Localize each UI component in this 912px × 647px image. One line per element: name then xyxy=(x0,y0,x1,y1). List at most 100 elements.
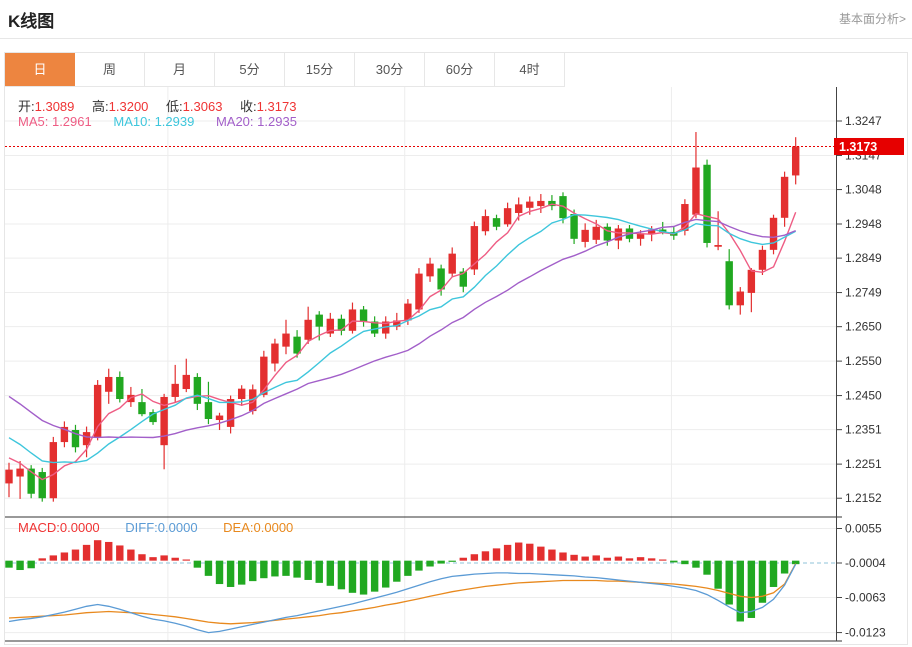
candle-body xyxy=(503,208,512,225)
macd-histogram-bar xyxy=(514,542,523,561)
macd-histogram-bar xyxy=(293,560,301,578)
macd-histogram-bar xyxy=(592,555,600,561)
price-tick-label: 1.2351 xyxy=(845,423,882,437)
candle-body xyxy=(570,214,578,239)
macd-histogram-bar xyxy=(670,560,678,563)
macd-histogram-bar xyxy=(581,556,589,561)
candle-body xyxy=(337,318,346,331)
price-tick-label: 1.2948 xyxy=(845,217,882,231)
candle-body xyxy=(182,374,190,390)
macd-histogram-bar xyxy=(38,558,46,561)
candle-body xyxy=(116,376,124,400)
price-tick-label: 1.3247 xyxy=(845,114,882,128)
macd-histogram-bar xyxy=(426,560,434,567)
macd-histogram-bar xyxy=(470,554,479,561)
candle-body xyxy=(537,200,545,207)
macd-histogram-bar xyxy=(71,549,80,561)
candle-body xyxy=(5,469,13,484)
macd-histogram-bar xyxy=(503,544,512,561)
macd-histogram-bar xyxy=(116,545,124,561)
macd-histogram-bar xyxy=(359,560,368,595)
macd-histogram-bar xyxy=(769,560,778,587)
kline-chart-canvas[interactable]: 1.32471.31471.30481.29481.28491.27491.26… xyxy=(5,87,907,644)
candle-body xyxy=(747,269,756,293)
candle-body xyxy=(714,245,722,247)
macd-histogram-bar xyxy=(492,548,501,561)
candle-body xyxy=(692,167,700,215)
macd-tick-label: -0.0123 xyxy=(845,626,886,640)
candle-body xyxy=(237,388,246,400)
candle-body xyxy=(659,229,667,232)
macd-tick-label: -0.0063 xyxy=(845,590,886,604)
candle-body xyxy=(282,333,290,347)
tab-15min[interactable]: 15分 xyxy=(285,53,355,86)
macd-histogram-bar xyxy=(537,546,545,561)
candle-body xyxy=(603,226,612,241)
macd-histogram-bar xyxy=(282,560,290,576)
macd-histogram-bar xyxy=(149,557,157,561)
price-tick-label: 1.3048 xyxy=(845,183,882,197)
macd-histogram-bar xyxy=(791,560,800,565)
candle-body xyxy=(448,253,456,274)
tab-30min[interactable]: 30分 xyxy=(355,53,425,86)
tab-month[interactable]: 月 xyxy=(145,53,215,86)
tab-4hour[interactable]: 4时 xyxy=(495,53,565,86)
tab-60min[interactable]: 60分 xyxy=(425,53,495,86)
macd-histogram-bar xyxy=(636,557,645,561)
candle-body xyxy=(271,343,279,364)
candle-body xyxy=(370,321,379,334)
macd-histogram-bar xyxy=(681,560,689,565)
candle-body xyxy=(514,204,523,213)
period-tab-strip: 日周月 5分 15分 30分 60分 4时 xyxy=(5,53,565,87)
macd-histogram-bar xyxy=(526,543,534,561)
macd-histogram-bar xyxy=(304,560,312,580)
candle-body xyxy=(703,164,711,243)
candle-body xyxy=(559,196,567,219)
macd-histogram-bar xyxy=(193,560,202,568)
candle-body xyxy=(415,273,423,310)
macd-histogram-bar xyxy=(337,560,346,590)
candle-body xyxy=(138,402,146,415)
macd-tick-label: -0.0004 xyxy=(845,556,886,570)
candle-body xyxy=(725,261,733,306)
macd-histogram-bar xyxy=(448,560,456,562)
candle-body xyxy=(636,233,645,239)
ma10-line xyxy=(8,213,797,464)
candle-body xyxy=(105,376,113,392)
price-tick-label: 1.2251 xyxy=(845,457,882,471)
macd-histogram-bar xyxy=(780,560,789,574)
macd-histogram-bar xyxy=(237,560,246,585)
candle-body xyxy=(437,268,445,290)
price-tick-label: 1.2152 xyxy=(845,491,882,505)
candle-body xyxy=(492,218,501,227)
current-price-badge xyxy=(834,137,904,155)
current-price-badge-label: 1.3173 xyxy=(839,140,877,154)
macd-histogram-bar xyxy=(382,560,390,588)
macd-histogram-bar xyxy=(82,544,91,561)
candle-body xyxy=(393,320,401,327)
macd-histogram-bar xyxy=(93,540,102,561)
candle-body xyxy=(647,229,656,234)
candle-body xyxy=(426,263,434,277)
tab-day[interactable]: 日 xyxy=(5,53,75,86)
ma20-line xyxy=(8,218,796,439)
macd-histogram-bar xyxy=(138,554,146,561)
candle-body xyxy=(204,402,213,419)
page-title: K线图 xyxy=(8,12,55,31)
macd-histogram-bar xyxy=(714,560,722,589)
candle-body xyxy=(592,226,600,240)
price-tick-label: 1.2650 xyxy=(845,320,882,334)
macd-histogram-bar xyxy=(393,560,401,582)
tab-week[interactable]: 周 xyxy=(75,53,145,86)
macd-histogram-bar xyxy=(370,560,379,592)
candle-body xyxy=(780,176,789,218)
candle-body xyxy=(71,430,80,448)
macd-histogram-bar xyxy=(226,560,235,587)
tab-5min[interactable]: 5分 xyxy=(215,53,285,86)
macd-histogram-bar xyxy=(249,560,257,582)
macd-histogram-bar xyxy=(437,560,445,564)
fundamental-analysis-link[interactable]: 基本面分析> xyxy=(838,12,906,26)
macd-histogram-bar xyxy=(348,560,357,593)
candle-body xyxy=(315,314,323,327)
macd-histogram-bar xyxy=(481,551,490,561)
